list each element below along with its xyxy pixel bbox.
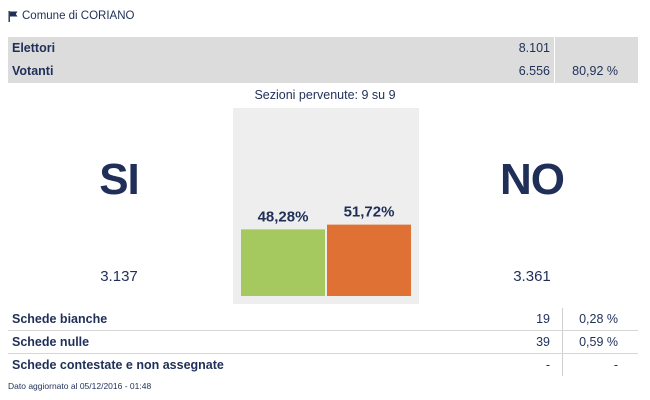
yes-label: SI	[99, 155, 140, 204]
bar-no	[327, 224, 411, 296]
row-value: -	[545, 358, 550, 372]
turnout-summary: Elettori 8.101 Votanti 6.556 80,92 %	[8, 37, 638, 83]
column-divider	[562, 331, 563, 353]
summary-row-votanti: Votanti 6.556 80,92 %	[8, 60, 638, 83]
table-row-schede-bianche: Schede bianche 19 0,28 %	[8, 308, 638, 331]
row-percent: 0,28 %	[579, 312, 618, 326]
last-updated-note: Dato aggiornato al 05/12/2016 - 01:48	[8, 381, 152, 391]
bar-si	[241, 229, 325, 296]
sections-reported: Sezioni pervenute: 9 su 9	[254, 88, 396, 102]
bar-label-no: 51,72%	[344, 204, 395, 221]
bar-label-si: 48,28%	[258, 208, 309, 225]
summary-label: Elettori	[12, 41, 56, 55]
summary-percent: 80,92 %	[572, 64, 618, 78]
row-label: Schede bianche	[12, 312, 108, 326]
summary-value: 6.556	[518, 64, 550, 78]
row-label: Schede nulle	[12, 335, 90, 349]
no-count: 3.361	[513, 268, 551, 285]
page-header: Comune di CORIANO	[8, 8, 134, 24]
column-divider	[554, 37, 555, 83]
page-title: Comune di CORIANO	[22, 10, 135, 22]
column-divider	[562, 354, 563, 376]
results-chart-svg: 48,28% 51,72%	[241, 204, 411, 296]
summary-label: Votanti	[12, 64, 54, 78]
column-divider	[562, 308, 563, 330]
yes-count: 3.137	[100, 268, 138, 285]
results-chart: 48,28% 51,72%	[233, 108, 419, 304]
table-row-schede-nulle: Schede nulle 39 0,59 %	[8, 331, 638, 354]
flag-icon	[8, 10, 18, 22]
row-percent: -	[613, 358, 618, 372]
table-row-schede-contestate: Schede contestate e non assegnate - -	[8, 354, 638, 376]
row-label: Schede contestate e non assegnate	[12, 358, 224, 372]
row-percent: 0,59 %	[579, 335, 618, 349]
row-value: 19	[536, 312, 550, 326]
summary-row-elettori: Elettori 8.101	[8, 37, 638, 60]
summary-value: 8.101	[518, 41, 550, 55]
no-label: NO	[500, 155, 565, 204]
row-value: 39	[536, 335, 550, 349]
